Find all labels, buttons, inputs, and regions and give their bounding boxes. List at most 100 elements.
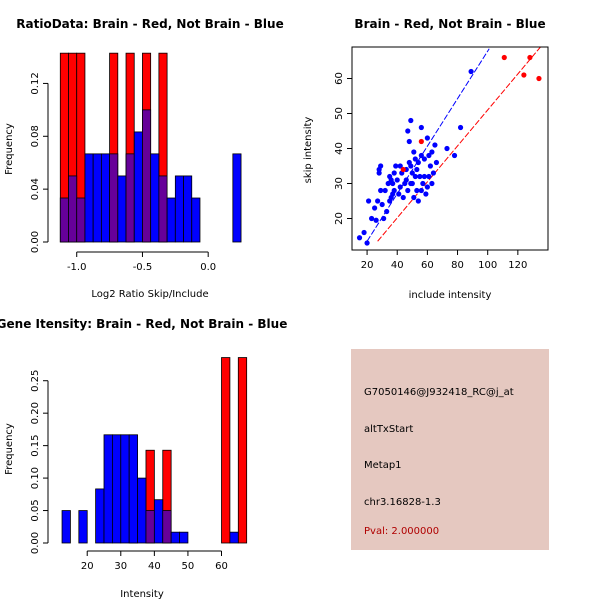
y-tick-label-2: 40 bbox=[334, 142, 345, 155]
point-not-brain bbox=[444, 145, 450, 152]
x-axis-label-2: include intensity bbox=[409, 290, 492, 301]
point-not-brain bbox=[397, 163, 403, 169]
x-tick-label-3: 60 bbox=[215, 561, 228, 572]
x-tick-label-2: 60 bbox=[421, 260, 434, 271]
point-not-brain bbox=[372, 205, 378, 211]
point-not-brain bbox=[429, 180, 435, 187]
point-not-brain bbox=[391, 187, 397, 194]
pval-text: Pval: 2.000000 bbox=[364, 526, 440, 537]
chart-title-3: Gene Itensity: Brain - Red, Not Brain - … bbox=[0, 317, 287, 331]
point-brain bbox=[521, 72, 527, 78]
x-tick-label-3: 20 bbox=[81, 561, 94, 572]
point-not-brain bbox=[427, 163, 433, 169]
point-not-brain bbox=[426, 152, 432, 159]
bar-not-brain bbox=[84, 153, 94, 243]
point-not-brain bbox=[412, 156, 418, 162]
bar-not-brain bbox=[111, 434, 122, 544]
point-not-brain bbox=[418, 152, 424, 159]
bar-brain bbox=[237, 357, 248, 544]
point-brain bbox=[400, 166, 406, 173]
y-tick-label-3: 0.00 bbox=[30, 532, 41, 554]
y-tick-label-3: 0.20 bbox=[30, 402, 41, 424]
bar-overlap bbox=[109, 153, 119, 243]
point-not-brain bbox=[412, 173, 418, 180]
bar-not-brain bbox=[78, 510, 88, 544]
point-not-brain bbox=[424, 135, 430, 141]
bar-overlap bbox=[142, 109, 152, 243]
bar-overlap bbox=[76, 197, 86, 243]
fit-line-red bbox=[377, 47, 541, 242]
bar-not-brain bbox=[153, 499, 164, 544]
x-tick-label-3: 40 bbox=[148, 561, 161, 572]
point-not-brain bbox=[426, 173, 432, 180]
y-tick-label-1: 0.00 bbox=[30, 231, 41, 253]
gene-name: Metap1 bbox=[364, 460, 402, 471]
chart-title-1: RatioData: Brain - Red, Not Brain - Blue bbox=[16, 17, 283, 31]
point-not-brain bbox=[378, 163, 384, 169]
point-not-brain bbox=[411, 149, 417, 155]
bar-not-brain bbox=[61, 510, 71, 544]
x-tick-label-2: 120 bbox=[508, 260, 527, 271]
bar-not-brain bbox=[191, 197, 201, 243]
point-not-brain bbox=[393, 163, 399, 169]
point-not-brain bbox=[430, 170, 437, 176]
bar-not-brain bbox=[170, 531, 180, 544]
bar-overlap bbox=[125, 153, 135, 243]
point-not-brain bbox=[433, 159, 440, 166]
point-not-brain bbox=[406, 138, 412, 145]
bar-not-brain bbox=[92, 153, 102, 243]
point-not-brain bbox=[381, 215, 387, 222]
bar-not-brain bbox=[183, 175, 193, 243]
x-tick-label-1: -1.0 bbox=[67, 262, 87, 273]
point-not-brain bbox=[411, 194, 417, 201]
point-not-brain bbox=[364, 240, 370, 246]
bar-not-brain bbox=[232, 153, 242, 243]
point-not-brain bbox=[397, 184, 403, 190]
point-not-brain bbox=[408, 163, 414, 169]
bar-not-brain bbox=[166, 197, 176, 243]
y-tick-label-1: 0.04 bbox=[30, 178, 41, 200]
point-not-brain bbox=[384, 208, 390, 215]
point-not-brain bbox=[403, 177, 409, 183]
y-tick-label-2: 20 bbox=[334, 212, 345, 225]
x-tick-label-3: 50 bbox=[182, 561, 195, 572]
x-tick-label-1: -0.5 bbox=[133, 262, 153, 273]
y-tick-label-2: 50 bbox=[334, 107, 345, 120]
point-not-brain bbox=[379, 201, 385, 208]
y-tick-label-1: 0.12 bbox=[30, 72, 41, 94]
x-tick-label-2: 40 bbox=[391, 260, 404, 271]
bar-not-brain bbox=[174, 175, 184, 243]
y-tick-label-2: 60 bbox=[334, 72, 345, 85]
bar-not-brain bbox=[150, 153, 160, 243]
point-not-brain bbox=[468, 68, 474, 75]
probe-id: G7050146@J932418_RC@j_at bbox=[364, 387, 514, 398]
x-tick-label-1: 0.0 bbox=[200, 262, 216, 273]
point-not-brain bbox=[418, 187, 424, 194]
bar-not-brain bbox=[117, 175, 127, 243]
y-axis-label-2: skip intensity bbox=[303, 117, 314, 184]
point-not-brain bbox=[361, 229, 367, 236]
point-not-brain bbox=[409, 180, 415, 187]
bar-not-brain bbox=[95, 488, 105, 544]
point-not-brain bbox=[418, 124, 424, 131]
bar-not-brain bbox=[103, 434, 113, 544]
x-axis-label-3: Intensity bbox=[120, 589, 164, 600]
point-brain bbox=[527, 54, 533, 61]
point-not-brain bbox=[400, 194, 406, 201]
point-not-brain bbox=[405, 128, 411, 134]
bar-overlap bbox=[59, 197, 69, 243]
point-not-brain bbox=[457, 124, 464, 131]
point-not-brain bbox=[365, 198, 372, 204]
point-not-brain bbox=[409, 170, 415, 176]
bar-not-brain bbox=[120, 434, 130, 544]
point-brain bbox=[418, 138, 424, 145]
y-tick-label-3: 0.10 bbox=[30, 467, 41, 489]
genomic-location: chr3.16828-1.3 bbox=[364, 497, 441, 508]
point-not-brain bbox=[391, 170, 397, 176]
x-axis-label-1: Log2 Ratio Skip/Include bbox=[91, 289, 208, 300]
point-not-brain bbox=[356, 235, 363, 241]
y-tick-label-3: 0.05 bbox=[30, 499, 41, 521]
point-not-brain bbox=[382, 187, 388, 194]
